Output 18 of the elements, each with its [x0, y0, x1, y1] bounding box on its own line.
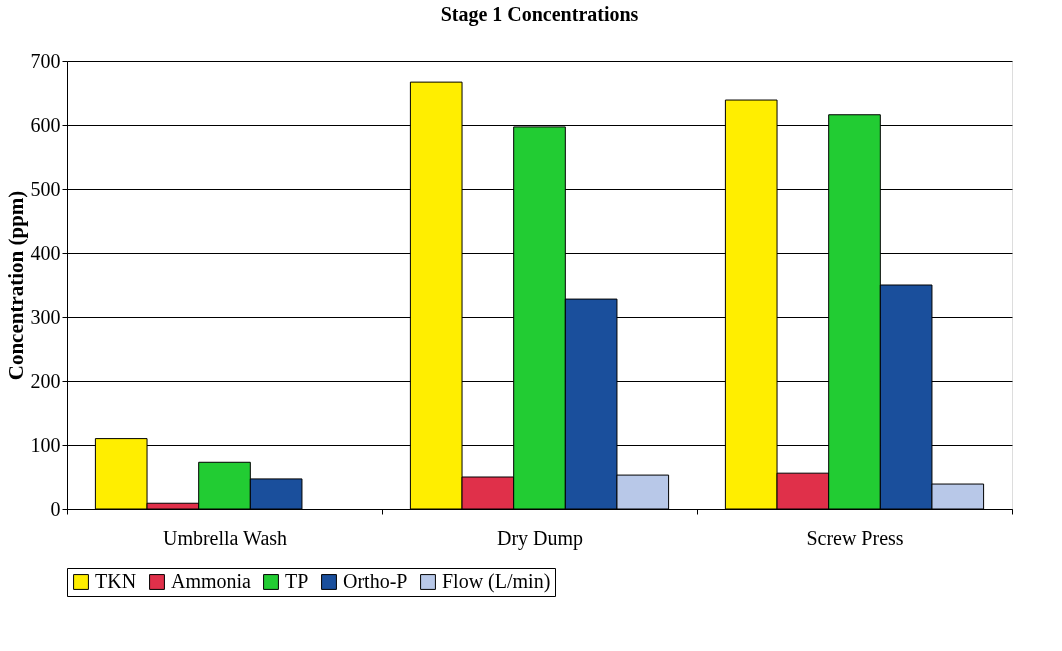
y-tick-label: 500: [30, 177, 61, 200]
legend-label: TKN: [95, 570, 137, 592]
x-tick-label: Screw Press: [806, 526, 904, 549]
y-tick-label: 400: [30, 241, 61, 264]
y-tick-label: 300: [30, 305, 61, 328]
legend-label: TP: [285, 570, 309, 592]
y-tick-label: 0: [50, 497, 61, 520]
y-axis-title: Concentration (ppm): [3, 190, 28, 381]
x-tick-label: Dry Dump: [496, 526, 584, 550]
y-tick-label: 200: [30, 369, 61, 392]
legend-label: Ortho-P: [343, 570, 408, 592]
y-tick-label: 600: [30, 113, 61, 136]
chart-title: Stage 1 Concentrations: [440, 3, 639, 26]
y-tick-label: 700: [30, 49, 61, 72]
x-tick-label: Umbrella Wash: [162, 526, 288, 549]
legend-label: Ammonia: [171, 570, 252, 592]
y-tick-label: 100: [30, 433, 61, 456]
legend-label: Flow (L/min): [442, 570, 551, 593]
